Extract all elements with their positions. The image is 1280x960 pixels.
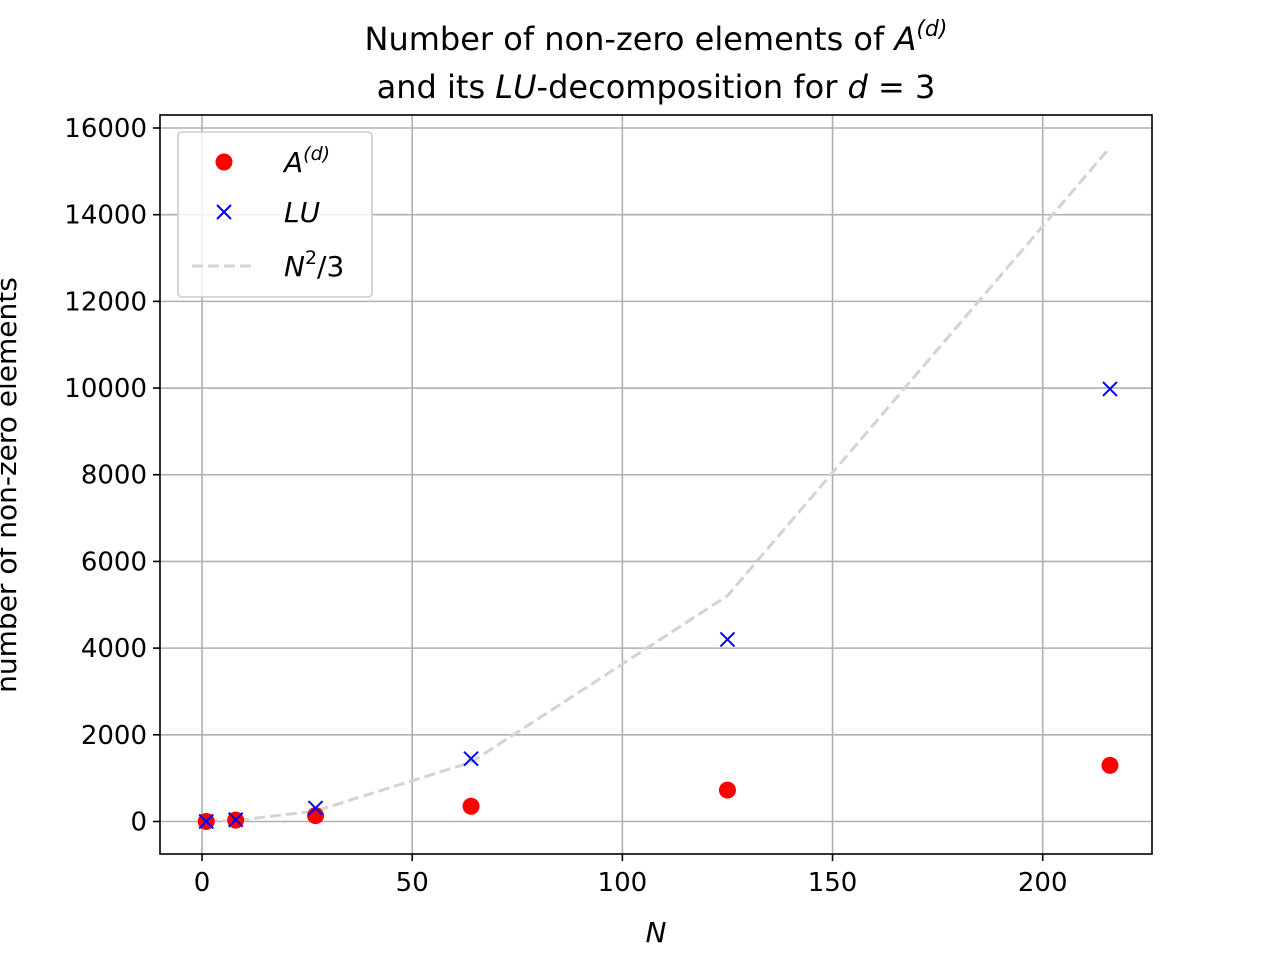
plot-frame bbox=[159, 114, 1153, 855]
title-line1-var: A bbox=[892, 20, 916, 58]
y-tick-label: 2000 bbox=[81, 721, 147, 751]
legend-label-a-base: A bbox=[282, 146, 303, 179]
title-line2-d: d bbox=[848, 68, 869, 106]
y-tick-label: 12000 bbox=[64, 287, 147, 317]
legend: A(d) LU N2/3 bbox=[177, 131, 373, 298]
y-tick-label: 16000 bbox=[64, 114, 147, 144]
legend-label-n2-3: N2/3 bbox=[284, 247, 344, 283]
title-line1-sup: (d) bbox=[916, 17, 947, 42]
x-tick-label: 150 bbox=[808, 868, 858, 898]
y-tick-label: 14000 bbox=[64, 201, 147, 231]
data-point-lu bbox=[198, 813, 214, 830]
y-tick-label: 10000 bbox=[64, 374, 147, 404]
data-point-a bbox=[718, 781, 736, 799]
x-tick-label: 200 bbox=[1018, 868, 1068, 898]
legend-label-n2-3-sup: 2 bbox=[305, 247, 317, 269]
legend-label-n2-3-base: N bbox=[284, 250, 305, 283]
chart-title-line-2: and its LU-decomposition for d = 3 bbox=[377, 68, 936, 106]
legend-marker-lu bbox=[216, 204, 232, 220]
x-tick-label: 100 bbox=[598, 868, 648, 898]
title-line2-eq: = 3 bbox=[868, 68, 936, 106]
chart-title-line-1: Number of non-zero elements of A(d) bbox=[365, 17, 948, 58]
title-line1-prefix: Number of non-zero elements of bbox=[365, 20, 895, 58]
grid-lines bbox=[160, 115, 1152, 854]
data-point-a bbox=[462, 797, 480, 815]
y-tick-label: 0 bbox=[130, 807, 147, 837]
y-tick-label: 6000 bbox=[81, 547, 147, 577]
x-tick-label: 50 bbox=[396, 868, 429, 898]
data-point-lu bbox=[719, 631, 736, 648]
legend-label-a-sup: (d) bbox=[303, 143, 330, 165]
data-point-a bbox=[1101, 756, 1119, 774]
title-line2-suffix: -decomposition for bbox=[537, 68, 848, 106]
y-tick-label: 8000 bbox=[81, 461, 147, 491]
x-tick-label: 0 bbox=[194, 868, 211, 898]
legend-label-a: A(d) bbox=[282, 143, 330, 179]
y-tick-label: 4000 bbox=[81, 634, 147, 664]
legend-marker-a bbox=[215, 153, 233, 171]
legend-label-n2-3-suffix: /3 bbox=[317, 250, 344, 283]
data-point-lu bbox=[463, 750, 479, 767]
data-point-lu bbox=[307, 800, 324, 816]
legend-box bbox=[177, 131, 373, 298]
title-line2-var: LU bbox=[495, 68, 536, 106]
x-axis-label: N bbox=[646, 916, 667, 949]
data-point-lu bbox=[227, 812, 244, 828]
series-layer bbox=[197, 146, 1119, 830]
data-point-lu bbox=[1102, 381, 1118, 397]
y-axis-label: number of non-zero elements bbox=[0, 277, 23, 693]
data-point-a bbox=[307, 807, 325, 825]
legend-label-lu: LU bbox=[284, 196, 320, 229]
axis-ticks: 0 50 100 150 2000200040006000800010000120001… bbox=[64, 114, 1067, 898]
title-line2-prefix: and its bbox=[377, 68, 496, 106]
